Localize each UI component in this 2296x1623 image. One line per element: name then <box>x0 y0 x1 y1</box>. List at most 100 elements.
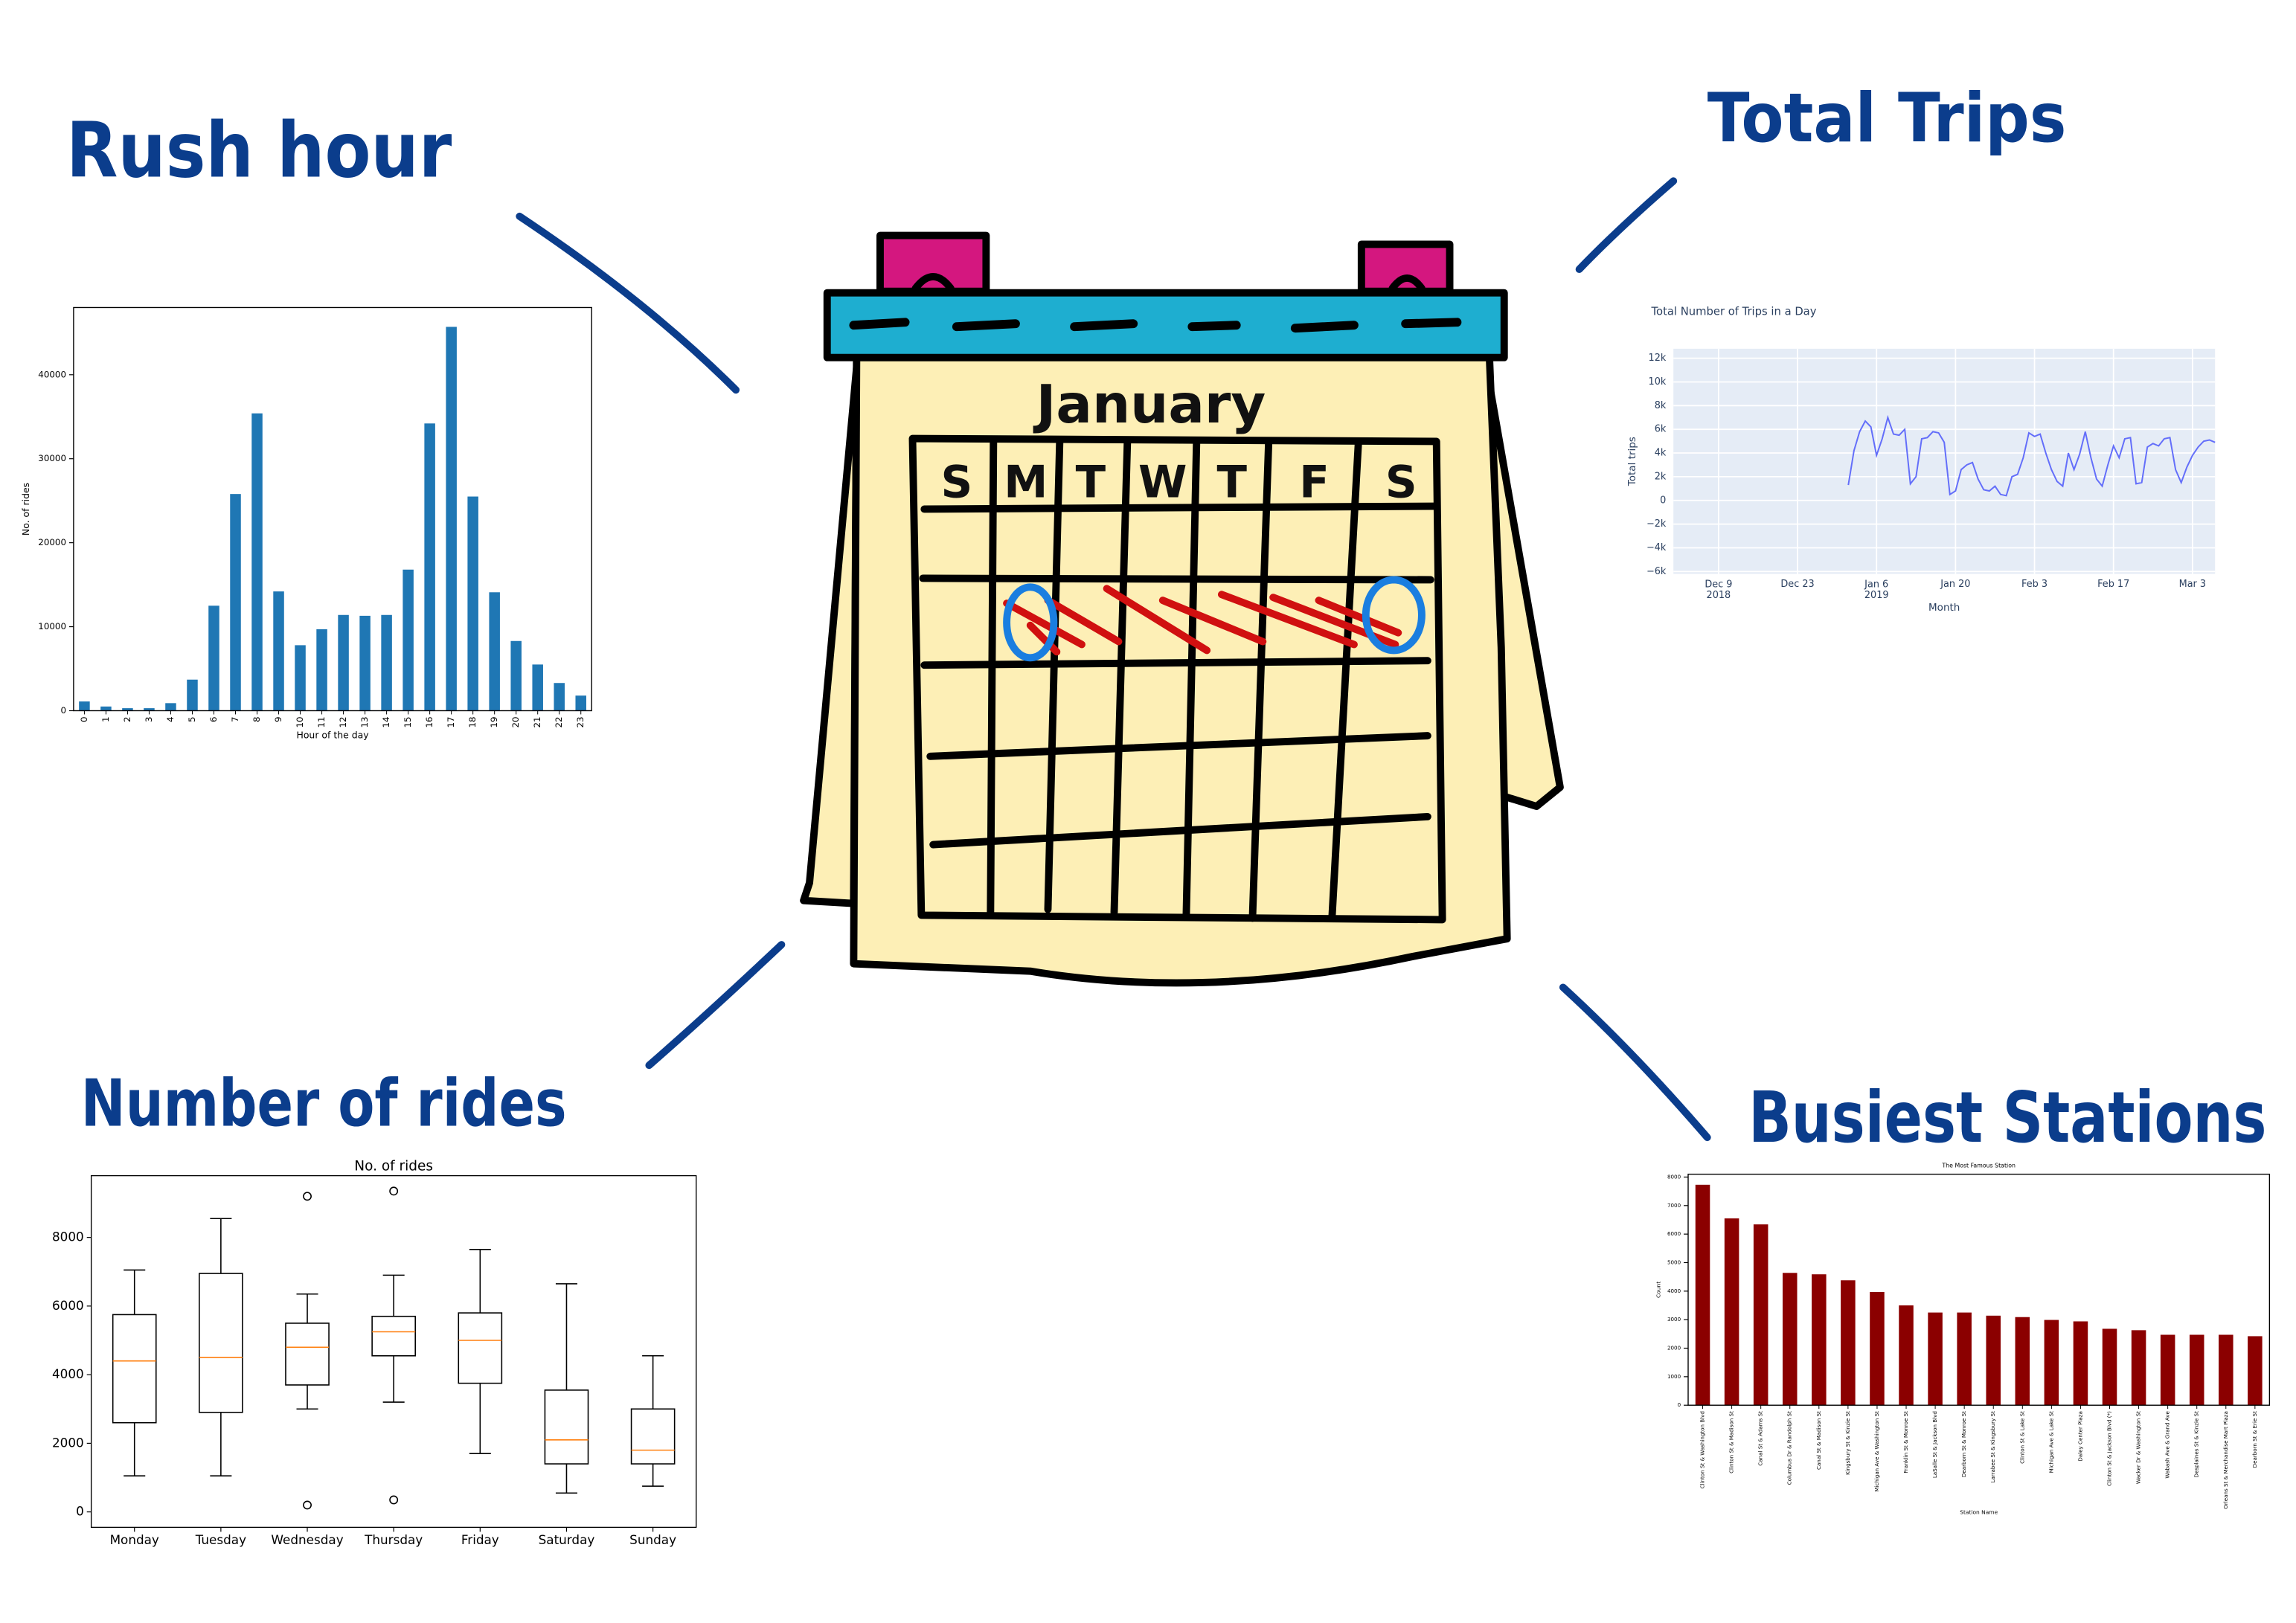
x-tick-label: 23 <box>575 716 586 727</box>
label-rush-hour: Rush hour <box>66 106 452 195</box>
bar <box>165 703 176 711</box>
x-tick-label: Feb 17 <box>2097 579 2129 590</box>
y-tick-label: 7000 <box>1667 1202 1681 1209</box>
y-tick-label: 8k <box>1655 400 1667 411</box>
chart-title: Total Number of Trips in a Day <box>1651 305 1817 318</box>
bar <box>359 615 371 711</box>
box <box>199 1273 243 1413</box>
x-tick-label: 13 <box>359 716 370 727</box>
bar <box>2015 1317 2030 1406</box>
x-axis-label: Month <box>1928 602 1960 614</box>
flier <box>389 1186 399 1196</box>
bar <box>2160 1334 2175 1406</box>
bar <box>2248 1336 2263 1406</box>
bar <box>187 679 198 711</box>
x-tick-label: Jan 20 <box>1940 579 1970 590</box>
y-tick-label: 6000 <box>1667 1230 1681 1237</box>
y-tick-label: 6k <box>1655 424 1667 435</box>
x-tick-label: 22 <box>554 716 564 727</box>
y-tick-label: 1000 <box>1667 1373 1681 1380</box>
y-tick-label: 6000 <box>52 1298 84 1313</box>
x-tick-label: 18 <box>467 716 478 727</box>
x-tick-label: 21 <box>532 716 542 727</box>
bar <box>2073 1321 2088 1406</box>
x-tick-label: Friday <box>461 1532 499 1547</box>
y-axis-label: No. of rides <box>20 483 31 536</box>
y-tick-label: −4k <box>1646 542 1667 553</box>
x-tick-label: 11 <box>316 716 327 727</box>
bar <box>381 614 392 711</box>
bar <box>1695 1184 1710 1406</box>
box <box>458 1312 503 1384</box>
chart-panel: 0 1000 2000 3000 4000 5000 6000 7000 8000 Clinton… <box>1655 1162 2271 1516</box>
x-tick-label: Saturday <box>539 1532 595 1547</box>
x-tick-label: Mar 3 <box>2179 579 2207 590</box>
bar <box>273 591 284 711</box>
calendar-circle <box>1003 583 1058 662</box>
calendar <box>800 231 1564 987</box>
flier <box>303 1192 312 1201</box>
y-tick-label: 2k <box>1655 471 1667 482</box>
calendar-day: W <box>1138 457 1187 508</box>
bar <box>554 683 565 711</box>
x-tick-label: Dearborn St & Erie St <box>2251 1411 2258 1468</box>
y-tick-label: 0 <box>76 1504 84 1519</box>
chart-title: No. of rides <box>354 1159 433 1174</box>
bar <box>295 645 306 711</box>
y-tick-label: 4000 <box>52 1366 84 1381</box>
bar <box>100 706 112 711</box>
bar <box>2189 1334 2204 1406</box>
label-total-trips: Total Trips <box>1707 80 2067 158</box>
x-tick-label: Wabash Ave & Grand Ave <box>2164 1411 2171 1478</box>
y-tick-label: 0 <box>60 705 66 716</box>
bar <box>2219 1334 2234 1406</box>
x-tick-label: 3 <box>144 716 154 722</box>
x-tick-label: 10 <box>295 716 305 727</box>
box <box>630 1408 676 1465</box>
x-tick-label: 5 <box>187 716 197 722</box>
x-tick-label: Desplaines St & Kinzie St <box>2193 1411 2200 1478</box>
bar <box>144 708 155 711</box>
plot-frame <box>1687 1173 2271 1406</box>
y-tick-label: −2k <box>1646 518 1667 530</box>
x-tick-label: Dec 9 2018 <box>1705 579 1732 601</box>
box <box>544 1389 589 1465</box>
bar <box>403 569 414 711</box>
x-tick-label: Larrabee St & Kingsbury St <box>1989 1411 1996 1483</box>
x-tick-label: 12 <box>338 716 348 727</box>
x-tick-label: Sunday <box>629 1532 676 1547</box>
x-axis-label: Station Name <box>1960 1509 1998 1516</box>
connector <box>516 212 740 394</box>
x-tick-label: 19 <box>489 716 499 727</box>
y-tick-label: 30000 <box>38 453 66 463</box>
y-tick-label: 4000 <box>1667 1288 1681 1294</box>
bar <box>532 664 543 711</box>
x-tick-label: 1 <box>100 716 111 722</box>
x-tick-label: 17 <box>446 716 456 727</box>
x-tick-label: LaSalle St & Jackson Blvd <box>1931 1411 1938 1478</box>
bar <box>2044 1320 2059 1406</box>
y-tick-label: 10000 <box>38 621 66 631</box>
y-tick-label: 0 <box>1660 495 1666 506</box>
x-tick-label: Columbus Dr & Randolph St <box>1786 1411 1793 1485</box>
bar <box>230 494 241 711</box>
calendar-ring <box>911 273 955 292</box>
y-tick-label: 12k <box>1649 353 1667 364</box>
y-axis-label: Count <box>1655 1282 1661 1298</box>
bar <box>2131 1330 2146 1406</box>
connector <box>1559 983 1711 1142</box>
plot-background <box>1673 348 2216 574</box>
x-tick-label: Clinton St & Washington Blvd <box>1699 1411 1706 1488</box>
y-axis-label: Total trips <box>1626 437 1638 486</box>
flier <box>303 1500 312 1510</box>
calendar-back-left <box>800 364 861 907</box>
x-tick-label: 15 <box>403 716 413 727</box>
plot-frame <box>90 1174 697 1529</box>
bar <box>446 327 457 711</box>
x-tick-label: 7 <box>230 716 240 722</box>
label-number-of-rides: Number of rides <box>81 1065 567 1141</box>
y-tick-label: 40000 <box>38 369 66 379</box>
